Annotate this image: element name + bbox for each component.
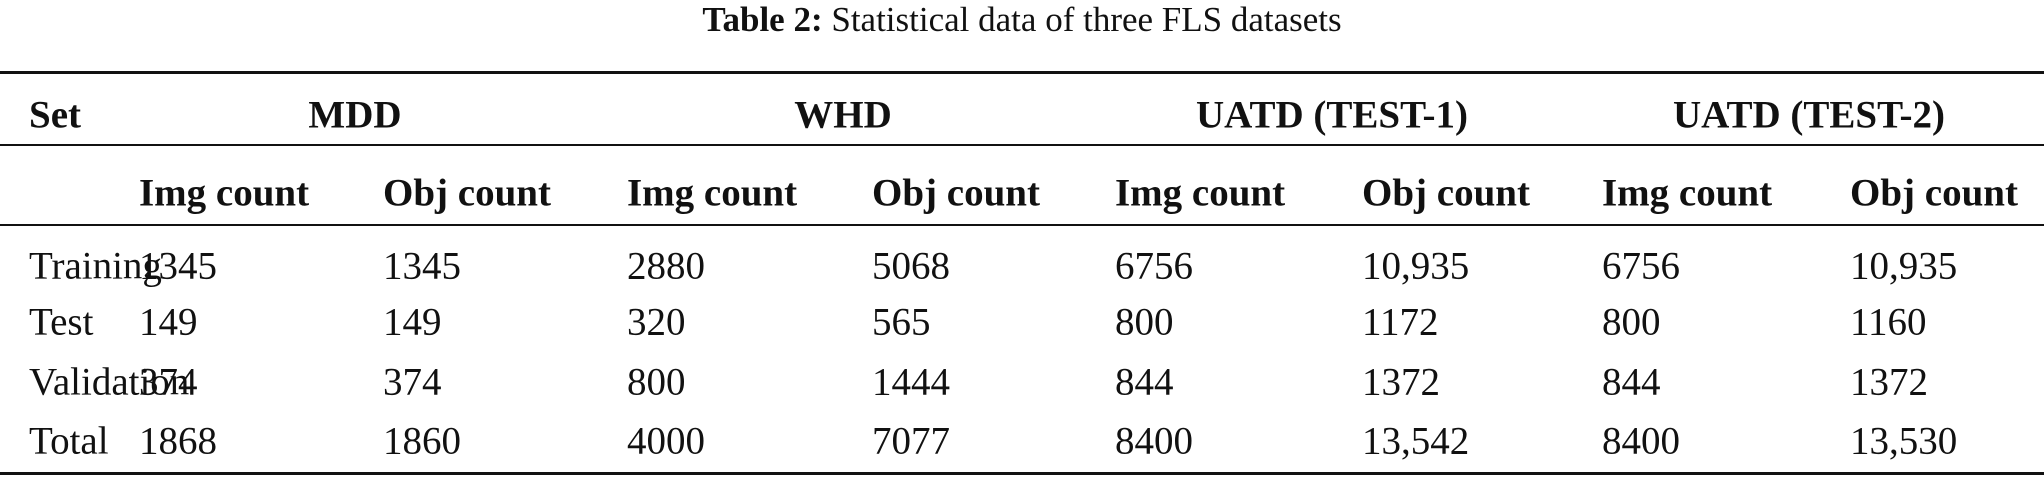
sub-header: Img count: [1602, 171, 1773, 215]
group-header: UATD (TEST-2): [1673, 93, 1945, 137]
cell: 5068: [872, 244, 950, 288]
cell: 149: [139, 300, 198, 344]
group-header: MDD: [308, 93, 402, 137]
sub-header: Img count: [627, 171, 798, 215]
cell: 1160: [1850, 300, 1927, 344]
cell: 1444: [872, 360, 950, 404]
cell: 8400: [1115, 419, 1193, 463]
cell: 8400: [1602, 419, 1680, 463]
cell: 374: [139, 360, 198, 404]
sub-header: Obj count: [1850, 171, 2018, 215]
cell: 800: [1602, 300, 1661, 344]
cell: 844: [1115, 360, 1174, 404]
cell: 565: [872, 300, 931, 344]
row-label: Test: [29, 300, 94, 344]
cell: 6756: [1602, 244, 1680, 288]
cell: 1860: [383, 419, 461, 463]
cell: 4000: [627, 419, 705, 463]
header-rule: [0, 224, 2044, 226]
cell: 1345: [139, 244, 217, 288]
cell: 13,542: [1362, 419, 1470, 463]
sub-header: Obj count: [1362, 171, 1530, 215]
group-header: WHD: [794, 93, 892, 137]
cell: 10,935: [1362, 244, 1470, 288]
cell: 320: [627, 300, 686, 344]
group-header: UATD (TEST-1): [1196, 93, 1468, 137]
cell: 6756: [1115, 244, 1193, 288]
cell: 844: [1602, 360, 1661, 404]
cell: 1345: [383, 244, 461, 288]
cell: 1372: [1850, 360, 1928, 404]
caption-label: Table 2:: [702, 0, 823, 39]
cell: 1172: [1362, 300, 1439, 344]
cell: 800: [627, 360, 686, 404]
table-caption: Table 2: Statistical data of three FLS d…: [702, 0, 1341, 40]
top-rule: [0, 71, 2044, 74]
cell: 10,935: [1850, 244, 1958, 288]
caption-text: Statistical data of three FLS datasets: [831, 0, 1342, 39]
cell: 374: [383, 360, 442, 404]
row-label: Training: [29, 244, 162, 288]
cell: 149: [383, 300, 442, 344]
cell: 800: [1115, 300, 1174, 344]
row-label: Total: [29, 419, 109, 463]
cell: 1372: [1362, 360, 1440, 404]
mid-rule: [0, 144, 2044, 146]
sub-header: Img count: [1115, 171, 1286, 215]
cell: 1868: [139, 419, 217, 463]
bottom-rule: [0, 472, 2044, 475]
sub-header: Obj count: [383, 171, 551, 215]
column-header: Set: [29, 93, 81, 137]
row-label: Validation: [29, 360, 190, 404]
cell: 13,530: [1850, 419, 1958, 463]
sub-header: Obj count: [872, 171, 1040, 215]
sub-header: Img count: [139, 171, 310, 215]
cell: 2880: [627, 244, 705, 288]
cell: 7077: [872, 419, 950, 463]
